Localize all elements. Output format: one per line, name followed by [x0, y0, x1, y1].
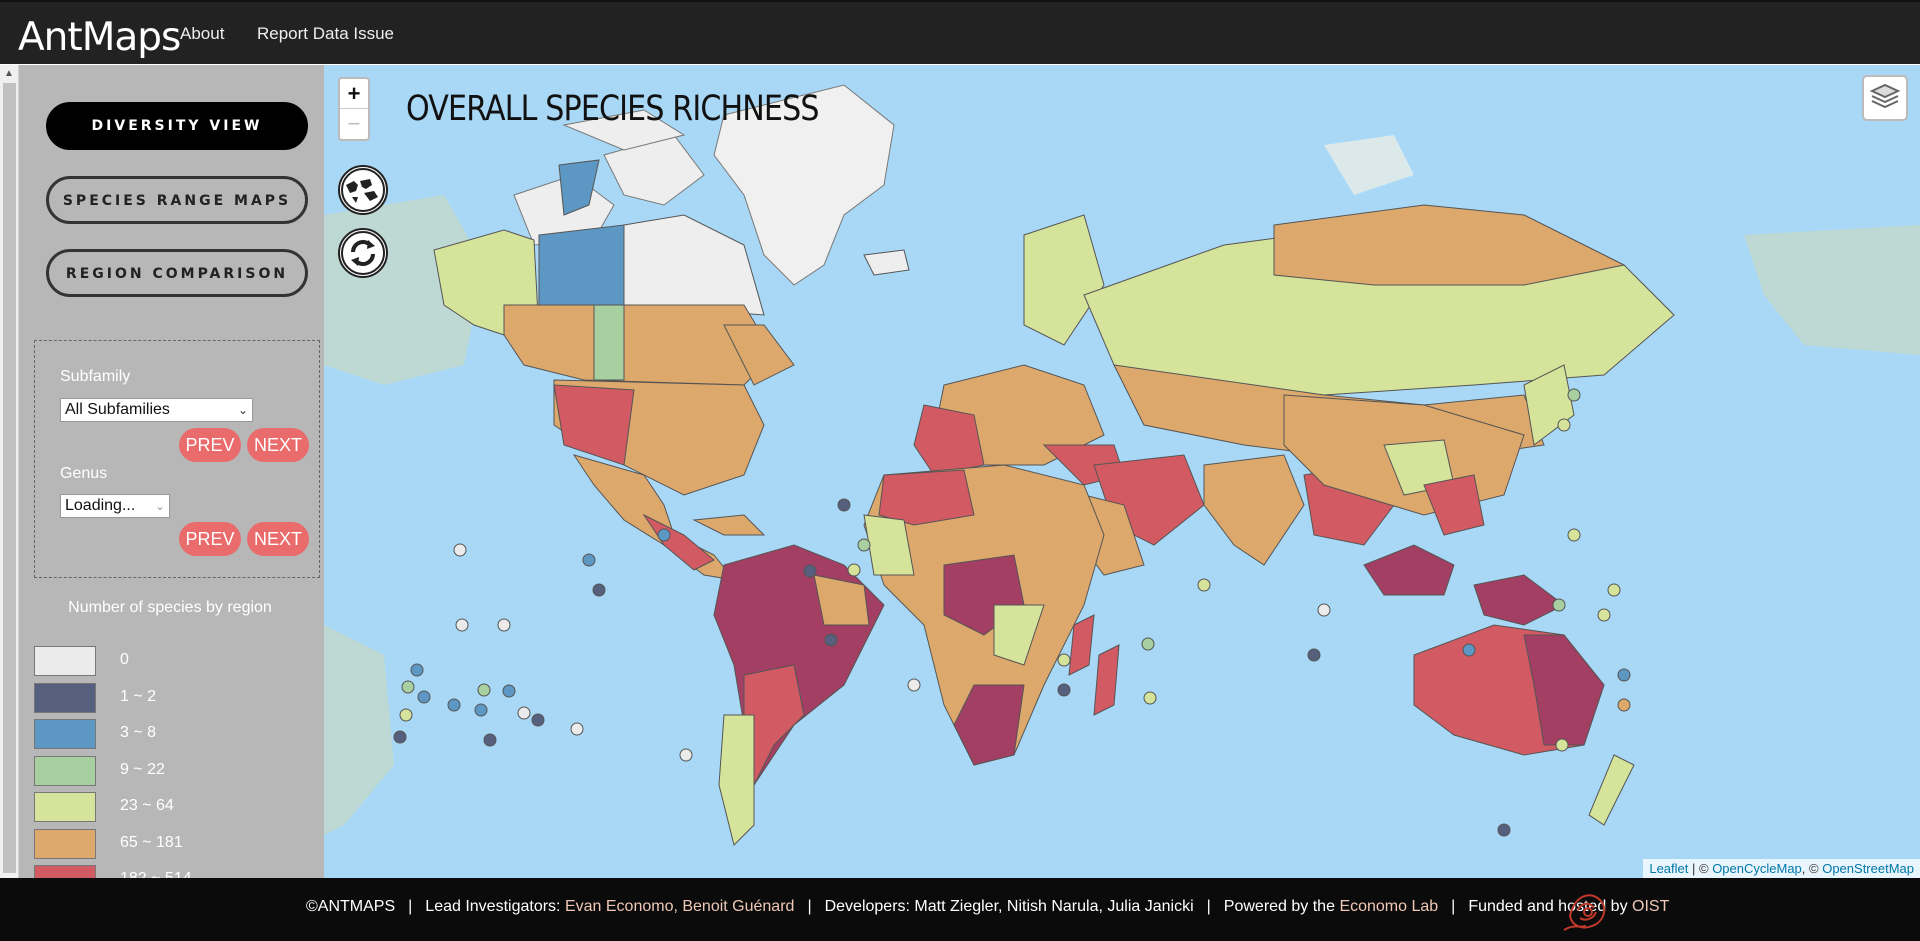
oist-logo-icon[interactable] [1560, 886, 1616, 934]
nav-link-about[interactable]: About [180, 24, 225, 43]
footer-dev-label: Developers: [824, 898, 910, 915]
legend-swatch [34, 828, 96, 859]
reset-view-button[interactable] [338, 165, 388, 215]
subfamily-label: Subfamily [60, 368, 131, 385]
legend-title: Number of species by region [68, 599, 272, 616]
refresh-icon [341, 231, 385, 275]
filter-panel: Subfamily All Subfamilies ⌄ PREV NEXT Ge… [34, 340, 320, 578]
zoom-out-button[interactable]: − [347, 111, 361, 136]
refresh-button[interactable] [338, 228, 388, 278]
subfamily-next-button[interactable]: NEXT [247, 428, 309, 462]
footer-lead-label: Lead Investigators: [425, 898, 561, 915]
legend-swatch [34, 755, 96, 786]
legend-label: 1 ~ 2 [120, 687, 157, 705]
footer-funded-label: Funded and hosted by [1468, 898, 1628, 915]
sidebar-scrollbar[interactable]: ▲ [0, 65, 19, 878]
footer-lead-names[interactable]: Evan Economo, Benoit Guénard [564, 898, 795, 915]
genus-select[interactable]: Loading... ⌄ [60, 494, 170, 518]
legend-label: 182 ~ 514 [120, 870, 192, 878]
leaflet-link[interactable]: Leaflet [1649, 861, 1689, 876]
attribution-separator: | © [1688, 861, 1713, 876]
map-canvas [324, 84, 1920, 846]
subfamily-select[interactable]: All Subfamilies ⌄ [60, 398, 253, 422]
region-comparison-button[interactable]: REGION COMPARISON [46, 249, 308, 297]
opencyclemap-link[interactable]: OpenCycleMap [1712, 861, 1802, 876]
subfamily-prev-button[interactable]: PREV [179, 428, 241, 462]
chevron-down-icon: ⌄ [154, 499, 165, 513]
scroll-thumb[interactable] [3, 83, 16, 873]
map-attribution: Leaflet | © OpenCycleMap, © OpenStreetMa… [1643, 859, 1920, 878]
legend-swatch [34, 792, 96, 822]
legend-swatch [34, 865, 96, 878]
diversity-view-button[interactable]: DIVERSITY VIEW [46, 102, 308, 150]
genus-prev-button[interactable]: PREV [179, 522, 241, 556]
species-range-maps-button[interactable]: SPECIES RANGE MAPS [46, 176, 308, 224]
legend-label: 3 ~ 8 [120, 724, 157, 741]
zoom-control: + − [338, 77, 370, 141]
world-map[interactable]: OVERALL SPECIES RICHNESS + − Leaflet | ©… [324, 65, 1920, 878]
layers-icon [1869, 83, 1901, 109]
genus-next-button[interactable]: NEXT [247, 522, 309, 556]
openstreetmap-link[interactable]: OpenStreetMap [1822, 861, 1914, 876]
top-navbar: AntMaps About Report Data Issue [0, 0, 1920, 64]
world-icon [341, 168, 385, 212]
footer-dev-names: Matt Ziegler, Nitish Narula, Julia Janic… [914, 898, 1194, 915]
zoom-in-button[interactable]: + [340, 79, 368, 109]
legend-swatch [34, 682, 96, 713]
footer-funded-name[interactable]: OIST [1632, 898, 1670, 915]
nav-link-report-data-issue[interactable]: Report Data Issue [257, 24, 395, 43]
scroll-up-arrow-icon[interactable]: ▲ [4, 68, 14, 79]
footer-powered-label: Powered by the [1223, 898, 1335, 915]
footer-copyright: ©ANTMAPS [306, 898, 396, 915]
genus-select-value: Loading... [65, 497, 136, 514]
layers-control-button[interactable] [1862, 75, 1908, 121]
footer-credits: ©ANTMAPS | Lead Investigators: Evan Econom… [306, 898, 1670, 915]
legend-swatch [34, 719, 96, 749]
legend-label: 0 [120, 651, 129, 668]
legend-swatch [34, 646, 96, 676]
chevron-down-icon: ⌄ [237, 403, 248, 417]
sidebar: ▲ DIVERSITY VIEW SPECIES RANGE MAPS REGI… [0, 65, 324, 878]
brand-logo[interactable]: AntMaps [18, 15, 181, 60]
legend-label: 9 ~ 22 [120, 760, 165, 778]
legend-label: 65 ~ 181 [120, 833, 183, 851]
genus-label: Genus [60, 465, 108, 482]
footer-powered-name[interactable]: Economo Lab [1339, 898, 1439, 915]
subfamily-select-value: All Subfamilies [65, 401, 170, 418]
footer: ©ANTMAPS | Lead Investigators: Evan Econom… [0, 878, 1920, 941]
legend-label: 23 ~ 64 [120, 797, 174, 814]
attribution-separator-2: , © [1801, 861, 1823, 876]
map-title: OVERALL SPECIES RICHNESS [406, 89, 819, 129]
